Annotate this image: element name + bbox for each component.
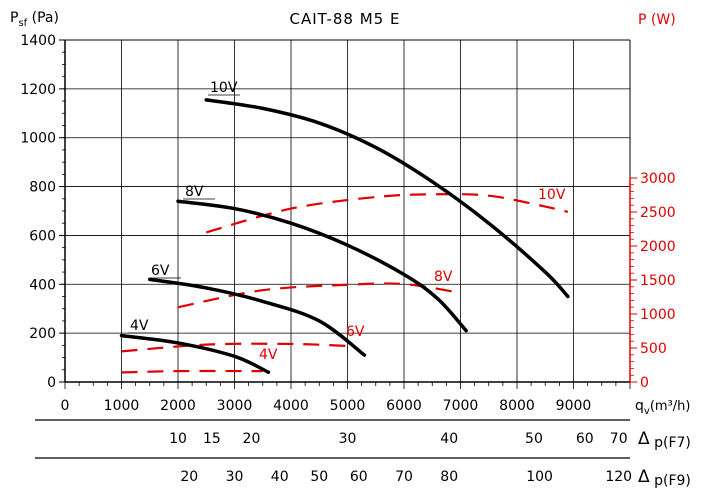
x-tick-label: 9000: [556, 398, 592, 414]
y-left-tick-label: 200: [29, 326, 56, 342]
dp-tick-label-F7: 60: [576, 431, 594, 447]
dp-tick-label-F9: 80: [440, 469, 458, 485]
dp-tick-label-F9: 50: [310, 469, 328, 485]
x-tick-label: 7000: [443, 398, 479, 414]
dp-axis-title-F9: Δ p(F9): [638, 467, 691, 489]
x-tick-label: 4000: [273, 398, 309, 414]
y-left-tick-label: 1000: [20, 131, 56, 147]
dp-tick-label-F9: 30: [226, 469, 244, 485]
series: [119, 98, 570, 374]
pressure-curve-6V: [148, 277, 367, 357]
y-right-tick-label: 1500: [640, 273, 676, 289]
y-left-tick-label: 1400: [20, 33, 56, 49]
pressure-curve-4V: [119, 333, 271, 374]
y-left-tick-label: 600: [29, 228, 56, 244]
dp-axis-title-F7: Δ p(F7): [638, 429, 691, 451]
power-curve-label-6V: 6V: [346, 324, 365, 340]
x-tick-label: 8000: [499, 398, 535, 414]
power-curve-label-4V: 4V: [259, 347, 278, 363]
power-curve-8V: [177, 282, 461, 309]
dp-tick-label-F9: 40: [271, 469, 289, 485]
x-tick-label: 5000: [330, 398, 366, 414]
y-right-tick-label: 3000: [640, 171, 676, 187]
pressure-curve-8V: [176, 199, 468, 333]
y-right-tick-label: 1000: [640, 307, 676, 323]
x-tick-label: 3000: [217, 398, 253, 414]
y-right-tick-label: 2500: [640, 205, 676, 221]
dp-tick-label-F9: 100: [526, 469, 553, 485]
y-left-tick-label: 1200: [20, 82, 56, 98]
chart-title: CAIT-88 M5 E: [290, 10, 401, 28]
y-left-tick-label: 800: [29, 180, 56, 196]
power-curve-label-8V: 8V: [434, 269, 453, 285]
axes: [35, 39, 637, 459]
labels: 0 1000 2000 3000 4000 5000 6000 7000 8000 9000020…: [10, 10, 691, 489]
dp-tick-label-F9: 70: [395, 469, 413, 485]
x-tick-label: 0: [61, 398, 70, 414]
dp-tick-label-F7: 20: [243, 431, 261, 447]
dp-tick-label-F7: 40: [440, 431, 458, 447]
pressure-curve-10V: [204, 98, 570, 299]
dp-tick-label-F9: 60: [350, 469, 368, 485]
dp-tick-label-F9: 120: [605, 469, 632, 485]
y-right-tick-label: 500: [640, 341, 667, 357]
pressure-curve-label-6V: 6V: [151, 263, 170, 279]
power-curve-6V: [121, 342, 348, 353]
x-tick-label: 6000: [386, 398, 422, 414]
y-right-tick-label: 0: [640, 375, 649, 391]
y-right-axis-title: P (W): [638, 12, 676, 28]
power-curve-label-10V: 10V: [538, 187, 566, 203]
dp-tick-label-F7: 15: [203, 431, 221, 447]
y-right-tick-label: 2000: [640, 239, 676, 255]
x-tick-label: 1000: [104, 398, 140, 414]
y-left-tick-label: 0: [47, 375, 56, 391]
x-axis-title: qv(m³/h): [635, 398, 690, 417]
x-tick-label: 2000: [160, 398, 196, 414]
pressure-curve-label-10V: 10V: [210, 80, 238, 96]
dp-tick-label-F7: 70: [610, 431, 628, 447]
power-curve-4V: [121, 369, 263, 374]
dp-tick-label-F9: 20: [180, 469, 198, 485]
y-left-axis-title: Psf (Pa): [10, 10, 59, 29]
dp-tick-label-F7: 50: [525, 431, 543, 447]
pressure-curve-label-8V: 8V: [185, 184, 204, 200]
dp-tick-label-F7: 10: [169, 431, 187, 447]
pressure-curve-label-4V: 4V: [130, 318, 149, 334]
dp-tick-label-F7: 30: [339, 431, 357, 447]
power-curve-10V: [205, 193, 569, 234]
y-left-tick-label: 400: [29, 277, 56, 293]
